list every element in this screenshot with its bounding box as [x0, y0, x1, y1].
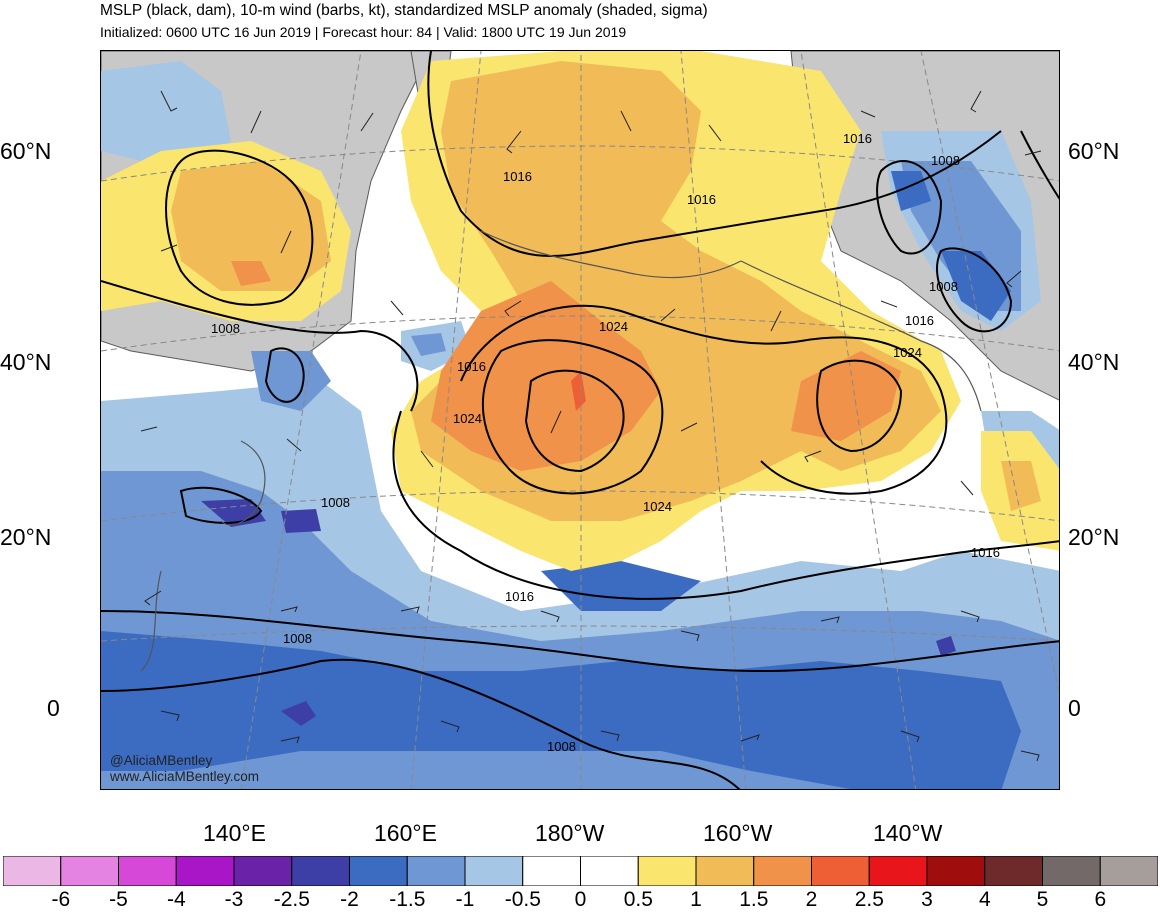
lon-label-160w: 160°W [703, 820, 773, 846]
colorbar-segment [984, 856, 1043, 886]
coastlines [140, 230, 982, 672]
colorbar-tick-label: 6 [1094, 888, 1107, 911]
colorbar-segment [695, 856, 755, 886]
isobar-label: 1016 [505, 589, 534, 604]
colorbar-tick-label: 3 [921, 888, 933, 911]
colorbar-segment [580, 856, 639, 886]
map-title: MSLP (black, dam), 10-m wind (barbs, kt)… [100, 2, 708, 19]
isobar-label: 1016 [503, 169, 532, 184]
colorbar-tick-label: -4 [166, 888, 186, 911]
colorbar-segment [753, 856, 812, 886]
lat-label-60n-left: 60°N [0, 138, 52, 164]
colorbar-tick-label: 0 [574, 888, 587, 911]
lon-label-160e: 160°E [374, 820, 437, 846]
colorbar-segment [118, 856, 177, 886]
colorbar-tick-label: -1 [455, 888, 475, 911]
isobar-label: 1008 [929, 279, 958, 294]
wind-barbs [140, 90, 1042, 762]
isobar-label: 1008 [321, 495, 350, 510]
isobar-label: 1024 [599, 319, 628, 334]
lon-label-140w: 140°W [873, 820, 943, 846]
isobar-label: 1008 [547, 739, 576, 754]
colorbar-tick-label: 5 [1036, 888, 1049, 911]
colorbar-tick-label: 2 [805, 888, 818, 911]
isobar-label: 1016 [971, 545, 1000, 560]
colorbar-tick-label: -1.5 [389, 888, 426, 911]
colorbar-tick-label: 4 [978, 888, 991, 911]
colorbar-segment [406, 856, 466, 886]
colorbar-tick-label: -6 [51, 888, 71, 911]
lat-label-eq-right: 0 [1068, 695, 1081, 721]
colorbar-segment [3, 856, 62, 886]
isobar-label-group: 1016 1016 1016 1008 1008 1016 1024 1024 … [211, 131, 1000, 754]
isobar-label: 1016 [905, 313, 934, 328]
lat-label-eq-left: 0 [47, 695, 60, 721]
isobar-label: 1008 [931, 153, 960, 168]
lat-label-40n-left: 40°N [0, 349, 52, 375]
colorbar-segment [349, 856, 408, 886]
colorbar-tick-label: -0.5 [504, 888, 541, 911]
isobar-label: 1016 [843, 131, 872, 146]
isobars [101, 51, 1059, 789]
colorbar-tick-label: -2.5 [273, 888, 310, 911]
lat-label-40n-right: 40°N [1068, 349, 1120, 375]
isobar-label: 1016 [457, 359, 486, 374]
lat-label-20n-left: 20°N [0, 524, 52, 550]
colorbar-tick-label: 1.5 [739, 888, 769, 911]
isobar-label: 1016 [687, 192, 716, 207]
isobar-label: 1008 [211, 321, 240, 336]
colorbar-segment [1099, 856, 1158, 886]
anomaly-shading [101, 51, 1059, 789]
colorbar-tick-label: 1 [690, 888, 702, 911]
credit-website: www.AliciaMBentley.com [110, 769, 260, 784]
map-subtitle: Initialized: 0600 UTC 16 Jun 2019 | Fore… [100, 24, 627, 40]
colorbar-segment [868, 856, 928, 886]
isobar-label: 1024 [643, 499, 672, 514]
colorbar [3, 856, 1158, 886]
colorbar-segment [811, 856, 870, 886]
isobar-label: 1008 [283, 631, 312, 646]
colorbar-segment [233, 856, 293, 886]
colorbar-tick-label: 2.5 [854, 888, 884, 911]
colorbar-segment [637, 856, 697, 886]
colorbar-tick-label: -3 [224, 888, 244, 911]
colorbar-segment [60, 856, 119, 886]
colorbar-segment [926, 856, 986, 886]
isobar-label: 1024 [453, 411, 482, 426]
colorbar-segment [464, 856, 524, 886]
colorbar-tick-label: -2 [340, 888, 359, 911]
isobar-label: 1024 [893, 345, 922, 360]
lon-label-180w: 180°W [535, 820, 605, 846]
colorbar-segment [1042, 856, 1101, 886]
lat-label-60n-right: 60°N [1068, 138, 1120, 164]
colorbar-segment [175, 856, 235, 886]
graticule [101, 51, 1059, 789]
lon-label-140e: 140°E [203, 820, 266, 846]
map-panel: 1016 1016 1016 1008 1008 1016 1024 1024 … [100, 50, 1060, 790]
colorbar-tick-label: 0.5 [623, 888, 653, 911]
lat-label-20n-right: 20°N [1068, 524, 1120, 550]
credit-twitter: @AliciaMBentley [110, 753, 213, 768]
colorbar-segment [522, 856, 581, 886]
colorbar-tick-label: -5 [109, 888, 128, 911]
colorbar-segment [291, 856, 350, 886]
